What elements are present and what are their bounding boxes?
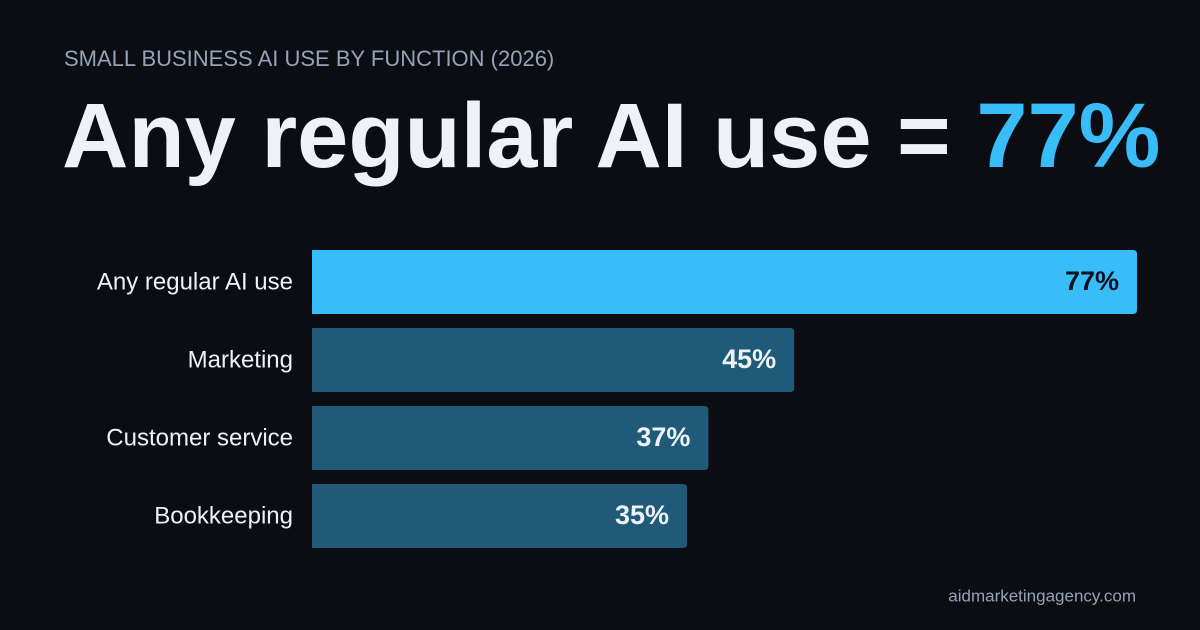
category-label: Marketing — [188, 346, 293, 373]
title-highlight: 77% — [976, 85, 1160, 187]
bar — [312, 406, 709, 470]
category-label: Any regular AI use — [97, 268, 293, 295]
value-label: 77% — [1065, 266, 1119, 296]
value-label: 45% — [722, 344, 776, 374]
chart-subtitle: SMALL BUSINESS AI USE BY FUNCTION (2026) — [64, 46, 554, 71]
chart-title: Any regular AI use = 77% — [62, 85, 1160, 187]
category-label: Bookkeeping — [154, 502, 293, 529]
bar — [312, 328, 795, 392]
bar — [312, 484, 687, 548]
source: aidmarketingagency.com — [948, 586, 1136, 605]
bar — [312, 250, 1137, 314]
value-label: 37% — [636, 422, 690, 452]
title-text: Any regular AI use = — [62, 85, 951, 187]
value-label: 35% — [615, 500, 669, 530]
category-label: Customer service — [106, 424, 293, 451]
